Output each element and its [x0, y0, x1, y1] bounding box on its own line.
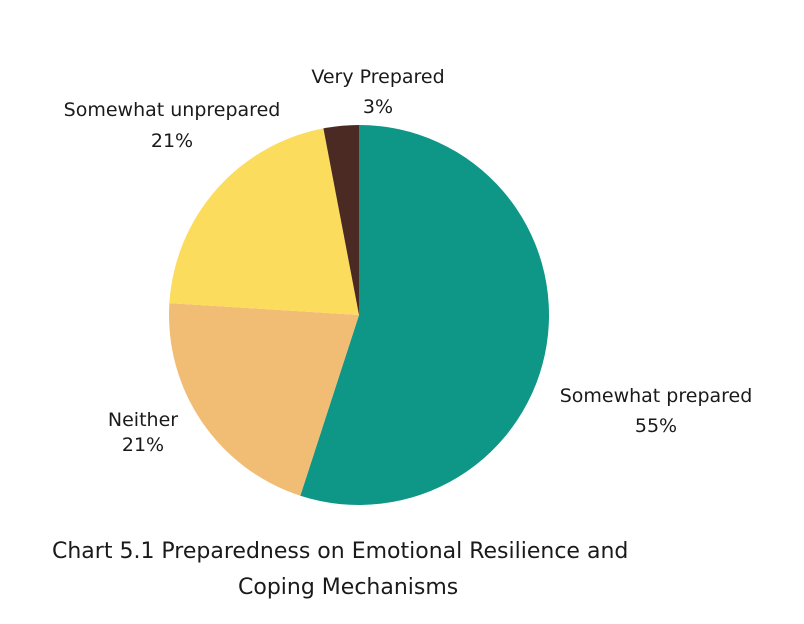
slice-value-label: 21%: [122, 434, 164, 456]
pie-slice-neither: [169, 303, 359, 496]
slice-value-label: 3%: [363, 96, 393, 118]
slice-value-label: 55%: [635, 415, 677, 437]
pie-slices: [169, 125, 550, 506]
slice-value-label: 21%: [151, 130, 193, 152]
slice-label: Neither: [108, 409, 178, 431]
chart-title-line-1: Chart 5.1 Preparedness on Emotional Resi…: [52, 539, 629, 564]
pie-slice-somewhat-unprepared: [169, 128, 359, 315]
pie-chart: Somewhat prepared 55% Neither 21% Somewhat u…: [64, 66, 753, 506]
slice-label: Somewhat prepared: [560, 385, 753, 407]
pie-labels: Somewhat prepared 55% Neither 21% Somewhat u…: [64, 66, 753, 456]
pie-slice-somewhat-prepared: [300, 125, 550, 506]
pie-slice-very-prepared: [323, 125, 359, 315]
slice-label: Somewhat unprepared: [64, 99, 281, 121]
chart-title-line-2: Coping Mechanisms: [238, 575, 459, 600]
slice-label: Very Prepared: [311, 66, 444, 88]
